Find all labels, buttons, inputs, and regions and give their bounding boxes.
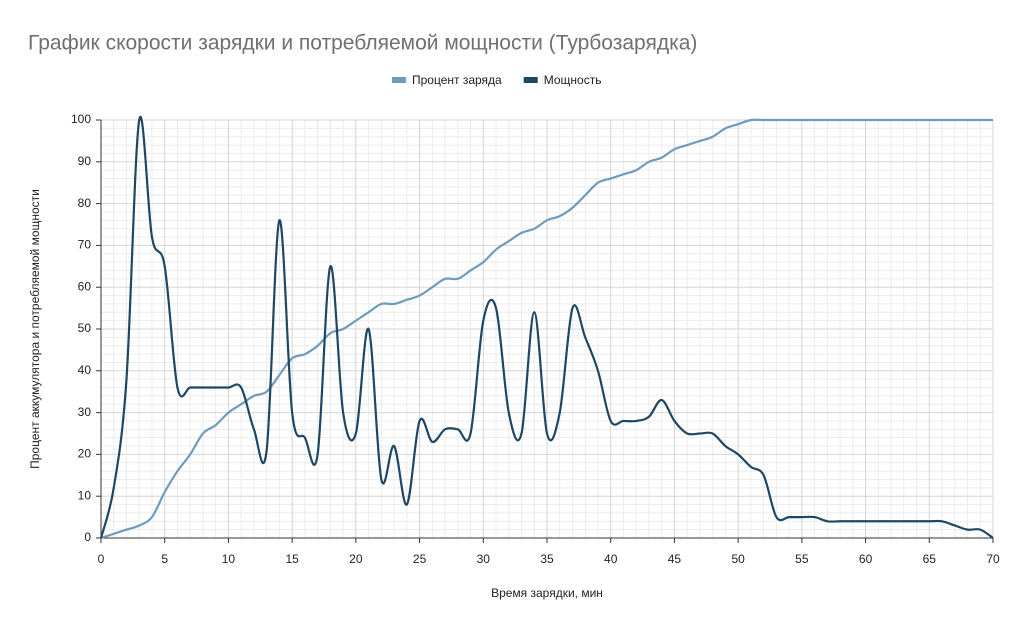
y-tick-label: 30 xyxy=(78,405,92,419)
x-axis-label: Время зарядки, мин xyxy=(491,586,603,600)
x-tick-label: 60 xyxy=(859,552,873,566)
x-tick-label: 35 xyxy=(540,552,554,566)
series-line xyxy=(99,115,994,539)
x-tick-label: 30 xyxy=(477,552,491,566)
y-tick-label: 70 xyxy=(78,238,92,252)
legend-label: Мощность xyxy=(544,73,602,87)
x-tick-label: 40 xyxy=(604,552,618,566)
legend-swatch xyxy=(523,77,538,83)
y-tick-label: 50 xyxy=(78,321,92,335)
x-tick-label: 0 xyxy=(98,552,105,566)
series-line xyxy=(100,118,993,540)
y-tick-label: 20 xyxy=(78,447,92,461)
x-tick-label: 10 xyxy=(222,552,236,566)
x-tick-label: 45 xyxy=(668,552,682,566)
x-tick-label: 15 xyxy=(285,552,299,566)
legend-swatch xyxy=(392,77,406,83)
y-tick-label: 90 xyxy=(78,154,92,168)
x-tick-label: 50 xyxy=(731,552,745,566)
y-tick-label: 60 xyxy=(78,279,92,293)
chart-title: График скорости зарядки и потребляемой м… xyxy=(28,32,697,55)
y-tick-label: 40 xyxy=(78,363,92,377)
y-tick-label: 10 xyxy=(78,488,92,502)
y-tick-label: 100 xyxy=(71,112,91,126)
legend-label: Процент заряда xyxy=(412,73,502,87)
x-tick-label: 55 xyxy=(795,552,809,566)
y-tick-label: 80 xyxy=(78,196,92,210)
x-tick-label: 70 xyxy=(986,552,1000,566)
y-tick-label: 0 xyxy=(84,530,91,544)
x-tick-label: 65 xyxy=(923,552,937,566)
x-tick-label: 25 xyxy=(413,552,427,566)
y-axis-label: Процент аккумулятора и потребляемой мощн… xyxy=(28,189,42,469)
x-tick-label: 5 xyxy=(161,552,168,566)
x-tick-label: 20 xyxy=(349,552,363,566)
